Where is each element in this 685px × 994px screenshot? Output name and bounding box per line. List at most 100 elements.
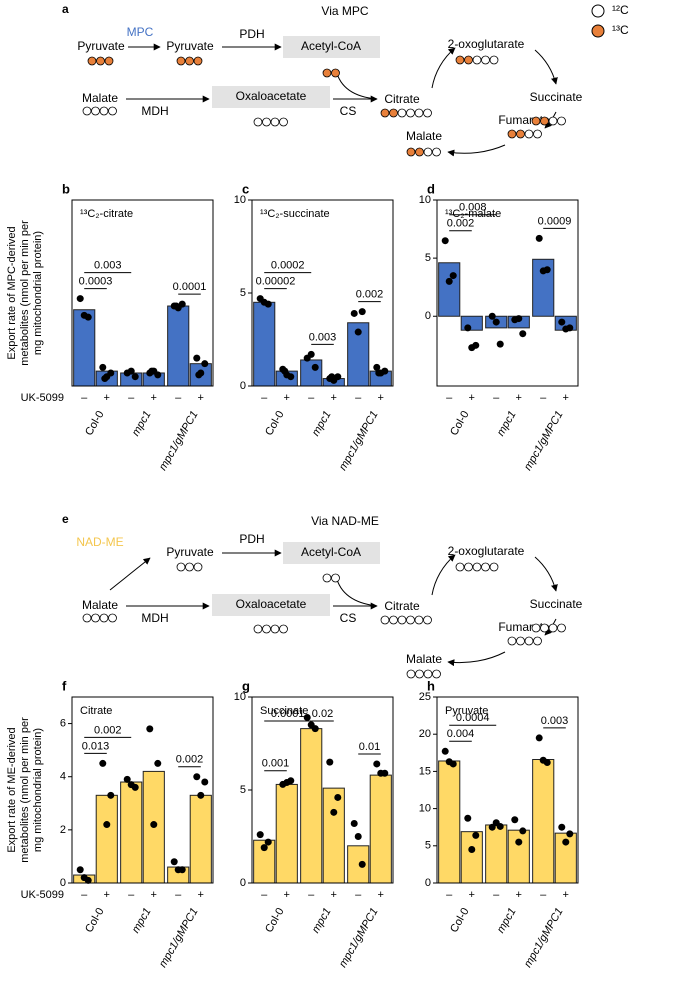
group-label: Col-0 [83, 906, 107, 935]
group-label: Col-0 [263, 409, 287, 438]
carbon-icon [331, 68, 340, 78]
carbon-icon [423, 108, 432, 118]
metabolite: Succinate [530, 597, 583, 611]
p-value: 0.02 [312, 708, 333, 720]
x-tick-label: – [540, 392, 547, 404]
data-point [101, 375, 109, 383]
enzyme: PDH [239, 27, 264, 41]
data-point [283, 779, 291, 787]
metabolite: Malate [82, 91, 118, 105]
carbon-icon [455, 55, 465, 65]
data-point [195, 371, 203, 379]
data-point [307, 350, 315, 358]
chart-title: ¹³C₂-citrate [80, 208, 133, 220]
data-point [76, 295, 84, 303]
data-point [174, 866, 182, 874]
data-point [558, 823, 566, 831]
bar [189, 794, 212, 884]
bar [253, 301, 276, 387]
metabolite: Oxaloacetate [236, 597, 307, 611]
carbon-icon [331, 573, 340, 583]
y-tick-label: 4 [60, 771, 66, 783]
y-tick-label: 0 [60, 877, 66, 889]
metabolite: 2-oxoglutarate [448, 37, 525, 51]
group-label: mpc1 [130, 409, 154, 438]
x-tick-label: – [493, 392, 500, 404]
carbon-icon [472, 55, 482, 65]
carbon-icon [540, 116, 549, 126]
group-label: mpc1/gMPC1 [522, 906, 566, 970]
group-label: mpc1 [310, 906, 334, 935]
carbon-icon [432, 669, 441, 679]
data-point [350, 309, 358, 317]
arrow [447, 651, 506, 667]
bar [532, 258, 555, 317]
carbon-icon [531, 623, 541, 633]
y-axis-label: Export rate of MPC-derived [6, 226, 18, 359]
carbon-icon [96, 56, 105, 66]
bar [275, 783, 298, 884]
y-tick-label: 20 [419, 728, 431, 740]
data-point [193, 773, 201, 781]
panel-label: b [62, 181, 70, 196]
diagram-a: a Via MPC ¹²C ¹³C MPC Pyruvate Pyruvate … [62, 2, 629, 157]
metabolite: Oxaloacetate [236, 89, 307, 103]
group-label: Col-0 [83, 409, 107, 438]
bar [120, 372, 143, 387]
carbon-icon [397, 108, 407, 118]
carbon-icon [415, 147, 424, 157]
enzyme: NAD-ME [76, 535, 123, 549]
group-label: mpc1 [310, 409, 334, 438]
y-axis-label: mg mitochondrial protein) [32, 728, 44, 852]
y-tick-label: 5 [240, 287, 246, 299]
data-point [566, 830, 574, 838]
enzyme: MDH [141, 611, 168, 625]
data-point [303, 713, 311, 721]
data-point [472, 831, 480, 839]
panel-label: c [242, 181, 249, 196]
carbon-icon [432, 147, 441, 157]
y-tick-label: 5 [425, 840, 431, 852]
x-tick-label: – [355, 889, 362, 901]
y-tick-label: 10 [419, 803, 431, 815]
x-tick-label: – [540, 889, 547, 901]
carbon-icon [389, 108, 398, 118]
x-tick-label: – [308, 889, 315, 901]
carbon-icon [414, 108, 424, 118]
y-tick-label: 10 [234, 194, 246, 206]
carbon-icon [262, 117, 271, 127]
metabolite: Acetyl-CoA [301, 39, 361, 53]
carbon-icon [279, 117, 288, 127]
data-point [264, 838, 272, 846]
panel-label: h [427, 678, 435, 693]
data-point [488, 312, 496, 320]
data-point [535, 734, 543, 742]
carbon-icon [82, 106, 92, 116]
x-tick-label: – [81, 889, 88, 901]
y-tick-label: 6 [60, 717, 66, 729]
x-tick-label: – [128, 889, 135, 901]
x-tick-label: – [128, 392, 135, 404]
data-point [354, 328, 362, 336]
carbon-icon [507, 636, 517, 646]
p-value: 0.003 [541, 715, 569, 727]
data-point [256, 831, 264, 839]
bar [95, 794, 118, 884]
p-value: 0.0001 [173, 281, 207, 293]
carbon-icon [472, 562, 482, 572]
metabolite: Pyruvate [77, 39, 125, 53]
p-value: 0.0002 [271, 259, 305, 271]
data-point [131, 373, 139, 381]
data-point [464, 814, 472, 822]
data-point [172, 302, 180, 310]
carbon-icon [481, 55, 490, 65]
box [283, 542, 380, 564]
y-tick-label: 0 [240, 380, 246, 392]
panel-label: a [62, 2, 69, 16]
axes-frame [436, 199, 579, 387]
y-tick-label: 2 [60, 824, 66, 836]
p-value: 0.0009 [538, 215, 572, 227]
bar [507, 829, 530, 884]
x-tick-label: + [331, 392, 337, 404]
arrow [431, 554, 456, 596]
